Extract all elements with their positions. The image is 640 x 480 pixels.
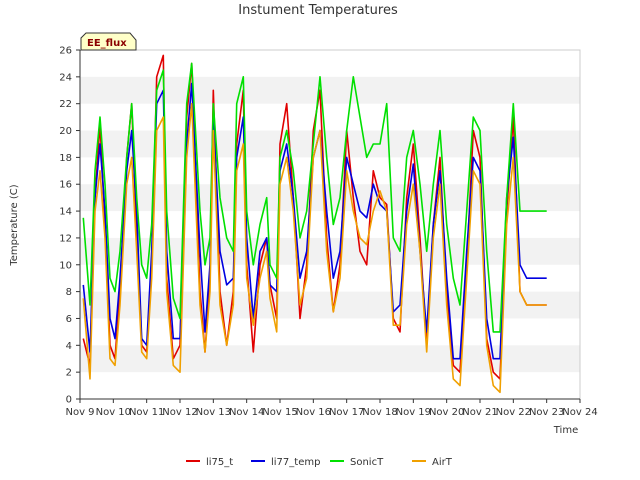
- y-tick-label: 22: [59, 99, 72, 110]
- x-tick-label: Nov 9: [65, 407, 94, 418]
- x-tick-label: Nov 12: [162, 407, 197, 418]
- x-tick-label: Nov 20: [429, 407, 464, 418]
- y-tick-label: 8: [66, 287, 72, 298]
- x-tick-label: Nov 16: [296, 407, 331, 418]
- y-tick-label: 6: [66, 314, 72, 325]
- legend-label: AirT: [432, 457, 453, 468]
- y-tick-label: 18: [59, 153, 72, 164]
- grid-band: [80, 76, 580, 104]
- annotation-label: EE_flux: [87, 38, 127, 49]
- series-lines: [82, 54, 547, 394]
- grid-band: [80, 291, 580, 319]
- grid-band: [80, 345, 580, 373]
- y-tick-label: 24: [59, 72, 72, 83]
- x-tick-label: Nov 17: [329, 407, 364, 418]
- x-axis-label: Time: [553, 425, 578, 436]
- chart-title: Instument Temperatures: [238, 3, 398, 18]
- series-line-AirT: [82, 102, 547, 394]
- x-tick-label: Nov 24: [562, 407, 597, 418]
- annotation-box: EE_flux: [80, 32, 137, 51]
- y-tick-label: 10: [59, 260, 72, 271]
- legend-label: SonicT: [350, 457, 384, 468]
- x-tick-label: Nov 15: [262, 407, 297, 418]
- y-axis-label: Temperature (C): [9, 184, 20, 266]
- x-tick-label: Nov 18: [362, 407, 397, 418]
- x-tick-label: Nov 13: [196, 407, 231, 418]
- legend-label: li77_temp: [271, 457, 320, 468]
- y-tick-label: 16: [59, 180, 72, 191]
- legend: li75_t li77_temp SonicT AirT: [186, 457, 453, 468]
- y-tick-label: 0: [66, 395, 72, 406]
- legend-label: li75_t: [206, 457, 233, 468]
- x-tick-label: Nov 14: [229, 407, 264, 418]
- x-tick-label: Nov 21: [462, 407, 497, 418]
- series-line-li77_temp: [82, 82, 547, 360]
- x-tick-label: Nov 11: [129, 407, 164, 418]
- x-tick-label: Nov 22: [496, 407, 531, 418]
- x-tick-label: Nov 10: [96, 407, 131, 418]
- y-tick-label: 26: [59, 46, 72, 57]
- x-tick-label: Nov 23: [529, 407, 564, 418]
- y-tick-label: 20: [59, 126, 72, 137]
- x-tick-label: Nov 19: [396, 407, 431, 418]
- y-tick-label: 12: [59, 233, 72, 244]
- y-tick-label: 14: [59, 207, 72, 218]
- series-line-SonicT: [82, 62, 547, 333]
- y-tick-label: 4: [66, 341, 72, 352]
- y-tick-label: 2: [66, 368, 72, 379]
